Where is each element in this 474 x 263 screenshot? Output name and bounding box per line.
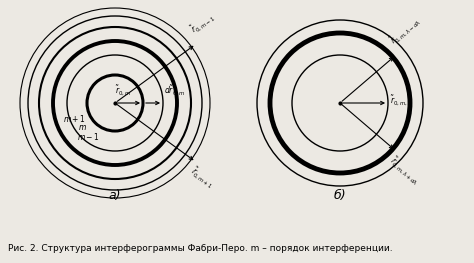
Text: $\tilde{r}_{0,m,\lambda+d\lambda}$: $\tilde{r}_{0,m,\lambda+d\lambda}$ [387, 153, 423, 186]
Text: $m+1$: $m+1$ [63, 113, 85, 124]
Text: $\tilde{r}_{0,m,\lambda}$: $\tilde{r}_{0,m,\lambda}$ [390, 93, 412, 107]
Text: б): б) [334, 189, 346, 201]
Text: а): а) [109, 189, 121, 201]
Text: $\tilde{r}_{0,m+1}$: $\tilde{r}_{0,m+1}$ [188, 164, 217, 190]
Text: $d\tilde{r}_{0,m}$: $d\tilde{r}_{0,m}$ [164, 83, 185, 97]
Text: $m-1$: $m-1$ [77, 132, 100, 143]
Text: $m$: $m$ [78, 124, 86, 133]
Text: Рис. 2. Структура интерферограммы Фабри-Перо. m – порядок интерференции.: Рис. 2. Структура интерферограммы Фабри-… [8, 244, 392, 253]
Text: $\tilde{r}_{0,m}$: $\tilde{r}_{0,m}$ [115, 83, 131, 97]
Text: $\tilde{r}_{0,m-1}$: $\tilde{r}_{0,m-1}$ [188, 9, 217, 36]
Text: $\tilde{r}_{0,m,\lambda-d\lambda}$: $\tilde{r}_{0,m,\lambda-d\lambda}$ [387, 14, 423, 47]
